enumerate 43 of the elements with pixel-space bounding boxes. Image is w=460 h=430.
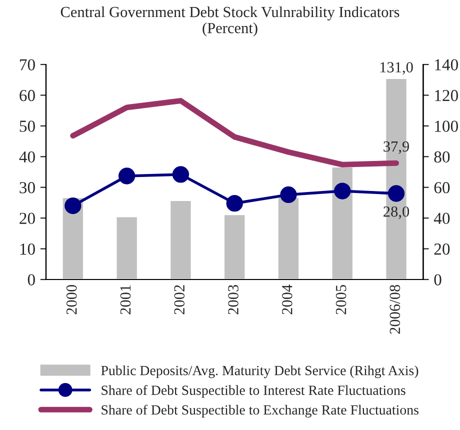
y-tick-label: 0 (28, 274, 35, 286)
point (226, 194, 243, 212)
x-tick-label: 2001 (120, 285, 131, 314)
x-tick-label: 2005 (336, 284, 346, 314)
y2-tick-label: 140 (435, 59, 458, 70)
bar (384, 78, 408, 280)
y2-tick-label: 40 (434, 212, 450, 224)
x-tick-label: 2000 (66, 284, 77, 314)
bar (223, 214, 246, 280)
point (388, 185, 405, 202)
point (172, 166, 190, 183)
bar (169, 200, 192, 280)
bar (115, 216, 138, 280)
y2-tick-label: 20 (434, 243, 450, 255)
data-label: 37,9 (384, 141, 409, 154)
x-tick-label: 2004 (282, 284, 292, 314)
legend-label: Share of Debt Suspectible to Interest Rate Fluctuations (102, 385, 406, 398)
data-label: 28,0 (384, 206, 410, 219)
x-tick-label: 2003 (228, 284, 238, 314)
y2-tick-label: 0 (434, 274, 442, 286)
point (118, 168, 136, 184)
bar (277, 196, 300, 280)
point (280, 186, 297, 204)
y2-tick-label: 100 (435, 120, 458, 132)
point (64, 197, 82, 214)
legend-label: Share of Debt Suspectible to Exchange Rate Fluctuations (102, 404, 418, 418)
y-tick-label: 70 (20, 59, 35, 70)
y2-tick-label: 80 (434, 151, 450, 163)
legend-label: Public Deposits/Avg. Maturity Debt Service (Rihgt Axis) (101, 365, 418, 378)
bar (330, 166, 354, 280)
y2-tick-label: 60 (434, 182, 450, 194)
point (334, 182, 351, 200)
y-tick-label: 20 (20, 212, 35, 224)
y-tick-label: 50 (20, 120, 35, 132)
chart-title: Central Government Debt Stock Vulnrability Indicators (Percent) (60, 6, 400, 36)
data-label: 131,0 (380, 62, 413, 75)
y-tick-label: 40 (19, 151, 35, 163)
y-tick-label: 60 (20, 90, 35, 102)
y-tick-label: 10 (20, 243, 35, 255)
x-tick-label: 2002 (174, 285, 185, 314)
x-tick-label: 2006/08 (390, 284, 400, 334)
y2-tick-label: 120 (435, 90, 458, 102)
y-tick-label: 30 (20, 182, 35, 194)
